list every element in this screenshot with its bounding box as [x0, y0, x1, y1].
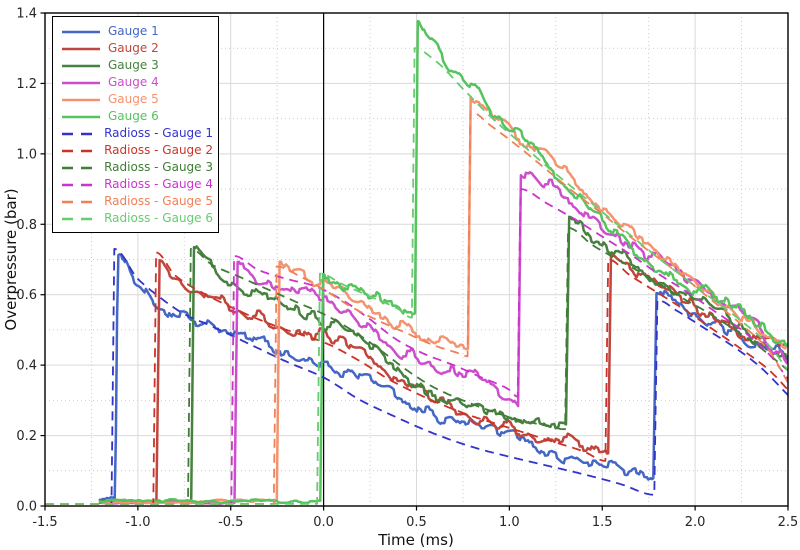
legend-solid-line-sample — [62, 64, 100, 67]
x-tick-label: 0.0 — [313, 515, 334, 530]
legend-item-label: Gauge 5 — [108, 92, 159, 106]
x-tick-label: -1.5 — [32, 515, 57, 530]
legend-item-label: Radioss - Gauge 4 — [104, 177, 213, 191]
series-radioss-gauge-6 — [45, 47, 788, 505]
y-tick-label: 1.0 — [16, 147, 37, 162]
series-gauge-6 — [98, 19, 788, 505]
legend-item: Gauge 6 — [61, 108, 213, 125]
x-tick-label: -0.5 — [218, 515, 243, 530]
legend-solid-line-sample — [62, 81, 100, 84]
series-gauge-1 — [98, 253, 788, 502]
legend-solid-line-sample — [62, 115, 100, 118]
legend-dashed-line-sample — [62, 149, 98, 152]
legend-item: Gauge 2 — [61, 40, 213, 57]
legend-item: Radioss - Gauge 1 — [61, 125, 213, 142]
legend-item: Radioss - Gauge 5 — [61, 193, 213, 210]
legend: Gauge 1 Gauge 2 Gauge 3 Gauge 4 Gauge 5 Gauge… — [52, 16, 219, 233]
legend-item: Radioss - Gauge 2 — [61, 142, 213, 159]
legend-dashed-line-sample — [62, 132, 98, 135]
y-tick-label: 0.6 — [16, 288, 37, 303]
legend-item-label: Radioss - Gauge 6 — [104, 211, 213, 225]
legend-item-label: Radioss - Gauge 1 — [104, 126, 213, 140]
legend-item: Gauge 1 — [61, 23, 213, 40]
x-tick-label: 2.0 — [685, 515, 706, 530]
legend-item: Gauge 4 — [61, 74, 213, 91]
legend-item: Radioss - Gauge 3 — [61, 159, 213, 176]
legend-item: Radioss - Gauge 4 — [61, 176, 213, 193]
legend-item: Radioss - Gauge 6 — [61, 210, 213, 227]
legend-item-label: Gauge 2 — [108, 41, 159, 55]
y-tick-label: 0.2 — [16, 429, 37, 444]
x-tick-label: -1.0 — [125, 515, 150, 530]
legend-dashed-line-sample — [62, 183, 98, 186]
legend-dashed-line-sample — [62, 166, 98, 169]
legend-item-label: Gauge 6 — [108, 109, 159, 123]
x-tick-label: 0.5 — [406, 515, 427, 530]
x-axis-title: Time (ms) — [377, 531, 454, 549]
legend-dashed-line-sample — [62, 217, 98, 220]
legend-solid-line-sample — [62, 98, 100, 101]
legend-solid-line-sample — [62, 30, 100, 33]
legend-item: Gauge 3 — [61, 57, 213, 74]
series-group — [45, 19, 788, 506]
series-radioss-gauge-1 — [45, 248, 788, 505]
legend-item-label: Radioss - Gauge 2 — [104, 143, 213, 157]
series-gauge-2 — [98, 252, 788, 504]
y-tick-label: 1.4 — [16, 7, 37, 22]
y-axis-title: Overpressure (bar) — [2, 188, 20, 330]
legend-item-label: Gauge 1 — [108, 24, 159, 38]
y-tick-label: 1.2 — [16, 77, 37, 92]
x-tick-label: 1.5 — [592, 515, 613, 530]
legend-solid-line-sample — [62, 47, 100, 50]
x-tick-label: 2.5 — [778, 515, 799, 530]
y-tick-label: 0.8 — [16, 218, 37, 233]
legend-dashed-line-sample — [62, 200, 98, 203]
legend-item: Gauge 5 — [61, 91, 213, 108]
series-gauge-3 — [98, 215, 788, 504]
series-radioss-gauge-2 — [45, 251, 788, 505]
axis-ticks: -1.5 -1.0 -0.5 0.0 0.5 1.0 1.5 2.0 2.5 0.0 0.2 0.4 0… — [16, 7, 798, 531]
legend-item-label: Gauge 4 — [108, 75, 159, 89]
y-tick-label: 0.0 — [16, 500, 37, 515]
legend-item-label: Gauge 3 — [108, 58, 159, 72]
y-tick-label: 0.4 — [16, 359, 37, 374]
x-tick-label: 1.0 — [499, 515, 520, 530]
legend-item-label: Radioss - Gauge 3 — [104, 160, 213, 174]
legend-item-label: Radioss - Gauge 5 — [104, 194, 213, 208]
